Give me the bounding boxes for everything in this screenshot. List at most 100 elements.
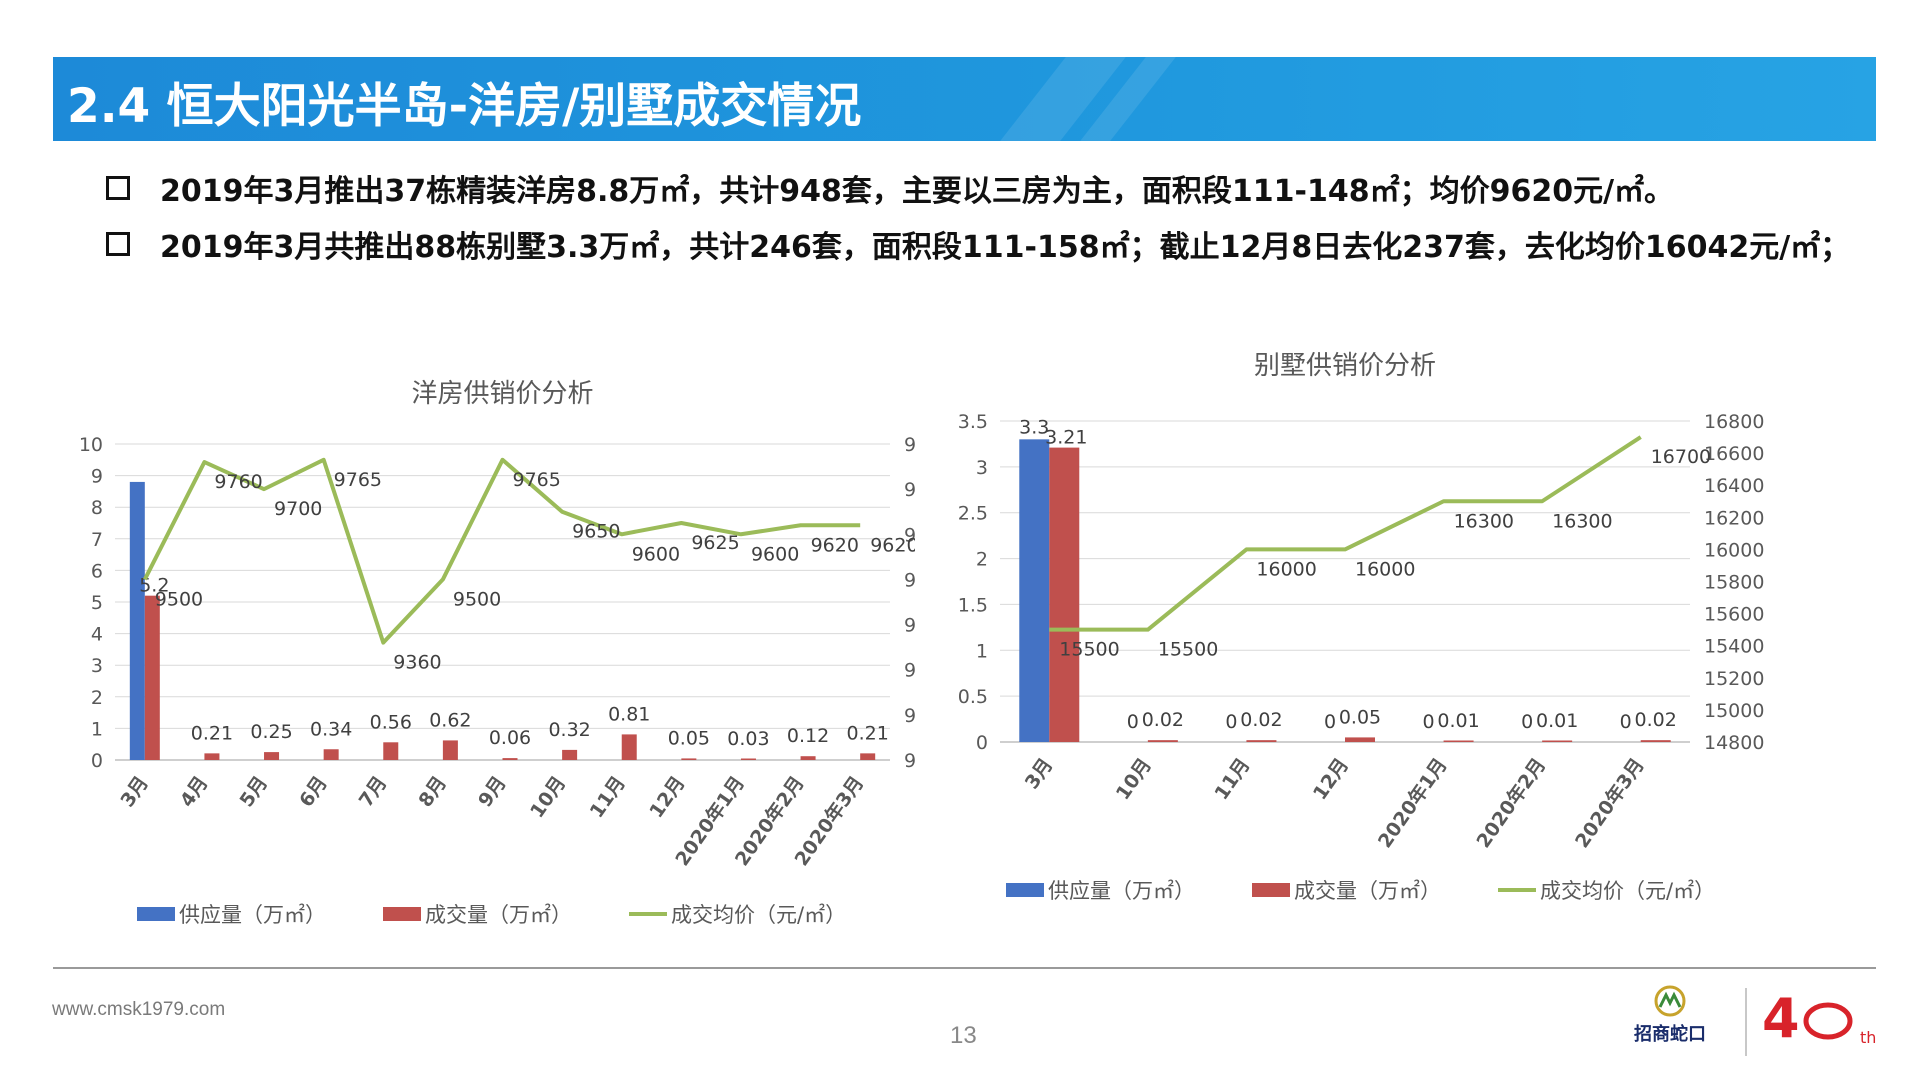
- y-right-tick: 15800: [1704, 572, 1764, 594]
- bar-deal: [1640, 740, 1671, 742]
- x-tick-label: 2020年1月: [1373, 754, 1452, 852]
- legend-label: 供应量（万㎡）: [1048, 879, 1195, 903]
- bar-deal: [442, 740, 458, 760]
- bar-deal: [1443, 740, 1474, 742]
- bar-deal: [860, 753, 876, 760]
- y-right-tick: 15200: [1704, 668, 1764, 690]
- x-tick-label: 3月: [1021, 754, 1058, 793]
- y-right-tick: 15600: [1704, 604, 1764, 626]
- x-tick-label: 8月: [414, 772, 451, 811]
- x-tick-label: 11月: [1210, 754, 1254, 804]
- bar-deal: [144, 595, 160, 760]
- price-line: [1049, 435, 1642, 632]
- legend-label: 供应量（万㎡）: [179, 903, 326, 927]
- data-label-deal: 0.81: [608, 703, 650, 725]
- data-label-deal: 3.21: [1045, 427, 1087, 449]
- data-label-price: 16000: [1355, 558, 1415, 580]
- y-right-tick: 9700: [904, 479, 915, 501]
- bar-deal: [1542, 740, 1573, 742]
- data-label-deal: 0.02: [1635, 709, 1677, 731]
- y-right-tick: 15400: [1704, 636, 1764, 658]
- svg-text:4: 4: [1762, 987, 1800, 1050]
- chart-title: 别墅供销价分析: [1254, 351, 1436, 381]
- bar-deal: [1049, 447, 1080, 742]
- x-tick-label: 11月: [586, 772, 630, 822]
- data-label-price: 9600: [751, 543, 799, 565]
- data-label-deal: 0.05: [668, 727, 710, 749]
- data-label-price: 16000: [1256, 558, 1316, 580]
- bullet-text: 2019年3月共推出88栋别墅3.3万㎡，共计246套，面积段111-158㎡；…: [160, 230, 1851, 265]
- data-label-price: 9700: [274, 498, 322, 520]
- price-line: [143, 457, 861, 645]
- data-label-deal: 0.01: [1536, 710, 1578, 732]
- data-label-deal: 0.21: [847, 722, 889, 744]
- page-title: 2.4 恒大阳光半岛-洋房/别墅成交情况: [67, 79, 862, 134]
- y-left-tick: 3: [91, 655, 103, 677]
- data-label-price: 16300: [1552, 510, 1612, 532]
- title-bar: 2.4 恒大阳光半岛-洋房/别墅成交情况: [53, 57, 1876, 141]
- y-right-tick: 9800: [904, 434, 915, 456]
- data-label-price: 16300: [1454, 510, 1514, 532]
- bar-deal: [1246, 740, 1277, 742]
- y-left-tick: 2: [91, 687, 103, 709]
- data-label-supply: 0: [1127, 711, 1139, 733]
- data-label-deal: 0.21: [191, 722, 233, 744]
- y-right-tick: 9200: [904, 705, 915, 727]
- chart-title: 洋房供销价分析: [411, 379, 593, 409]
- legend-swatch: [1006, 883, 1044, 897]
- y-left-tick: 2.5: [958, 503, 988, 525]
- x-tick-label: 3月: [116, 772, 153, 811]
- y-right-tick: 9500: [904, 569, 915, 591]
- data-label-price: 15500: [1059, 639, 1119, 661]
- y-left-tick: 7: [91, 529, 103, 551]
- data-label-deal: 5.2: [139, 575, 169, 597]
- bar-deal: [621, 734, 637, 760]
- data-label-price: 9620: [870, 534, 915, 556]
- bullet-item: 2019年3月共推出88栋别墅3.3万㎡，共计246套，面积段111-158㎡；…: [106, 216, 1886, 272]
- legend-label: 成交量（万㎡）: [1294, 879, 1441, 903]
- y-left-tick: 2: [976, 549, 988, 571]
- x-tick-label: 2020年3月: [1570, 754, 1649, 852]
- data-label-deal: 0.05: [1339, 706, 1381, 728]
- data-label-price: 9600: [632, 543, 680, 565]
- bar-deal: [681, 758, 697, 760]
- bar-deal: [323, 749, 339, 760]
- chart-yangfang-svg: 洋房供销价分析 0 1 2 3 4 5 6 7 8 9 10 9100 9200 9300 9400 9500 9…: [79, 379, 915, 927]
- legend-label: 成交量（万㎡）: [425, 903, 572, 927]
- bullet-text: 2019年3月推出37栋精装洋房8.8万㎡，共计948套，主要以三房为主，面积段…: [160, 174, 1675, 209]
- checkbox-icon: [106, 176, 130, 200]
- data-label-price: 16700: [1651, 446, 1711, 468]
- y-right-tick: 9300: [904, 660, 915, 682]
- x-tick-label: 12月: [1309, 754, 1353, 804]
- data-label-price: 9760: [214, 471, 262, 493]
- legend-swatch: [137, 907, 175, 921]
- page-number: 13: [950, 1022, 977, 1049]
- data-label-supply: 0: [1620, 711, 1632, 733]
- data-label-deal: 0.02: [1142, 709, 1184, 731]
- y-right-tick: 9600: [904, 524, 915, 546]
- x-tick-label: 6月: [295, 772, 332, 811]
- data-label-deal: 0.32: [548, 719, 590, 741]
- legend-label: 成交均价（元/㎡）: [1540, 879, 1715, 903]
- y-left-tick: 10: [79, 434, 103, 456]
- y-left-tick: 0: [91, 750, 103, 772]
- bar-deal: [383, 742, 399, 760]
- data-label-price: 9360: [393, 652, 441, 674]
- y-right-tick: 16400: [1704, 475, 1764, 497]
- x-tick-label: 10月: [526, 772, 570, 822]
- data-label-supply: 0: [1423, 711, 1435, 733]
- checkbox-icon: [106, 232, 130, 256]
- bar-deal: [204, 753, 220, 760]
- data-label-price: 9765: [334, 469, 382, 491]
- data-label-deal: 0.62: [429, 709, 471, 731]
- y-right-tick: 16200: [1704, 507, 1764, 529]
- data-label-deal: 0.02: [1240, 709, 1282, 731]
- data-label-price: 9650: [572, 521, 620, 543]
- bar-deal: [1345, 737, 1375, 742]
- chart-bieshu-svg: 别墅供销价分析 0 0.5 1 1.5 2 2.5 3 3.5 14800 15000 15200 15…: [958, 351, 1765, 903]
- logo2-text: th: [1860, 1028, 1876, 1047]
- data-label-deal: 0.06: [489, 727, 531, 749]
- bar-supply: [129, 481, 145, 760]
- website-link[interactable]: www.cmsk1979.com: [52, 999, 226, 1020]
- data-label-deal: 0.03: [727, 728, 769, 750]
